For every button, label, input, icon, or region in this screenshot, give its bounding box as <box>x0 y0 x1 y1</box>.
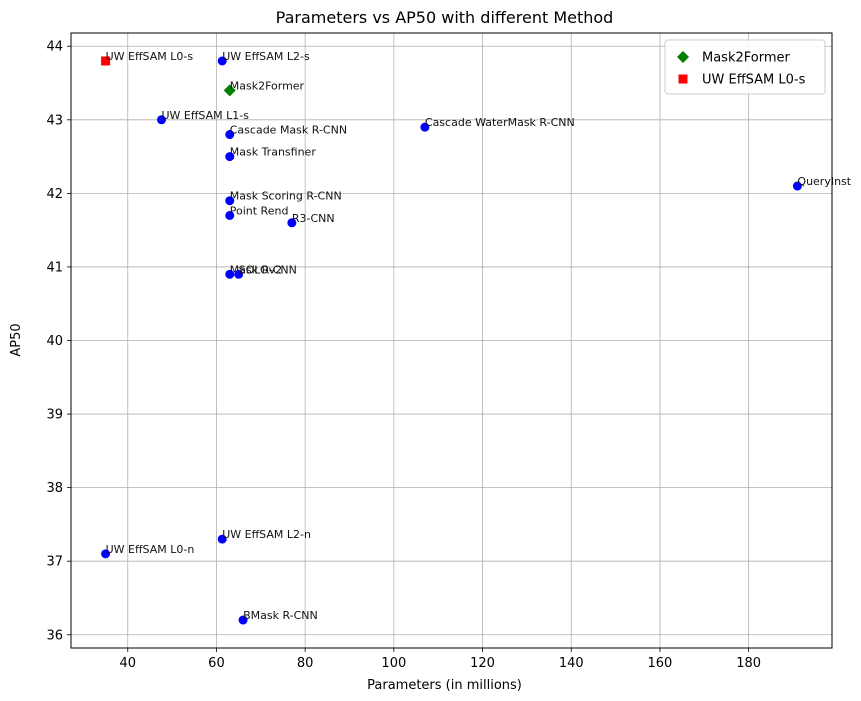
x-tick-label: 80 <box>297 656 314 671</box>
grid-lines <box>71 33 832 648</box>
data-point <box>217 534 227 544</box>
data-point-label: UW EffSAM L2-s <box>222 50 310 63</box>
data-point <box>225 130 235 140</box>
data-point <box>217 56 227 66</box>
data-point-label: Cascade Mask R-CNN <box>230 124 347 137</box>
x-axis-label: Parameters (in millions) <box>367 678 522 693</box>
data-point <box>225 152 235 162</box>
data-point-label: UW EffSAM L0-s <box>106 50 194 63</box>
data-point-label: Mask R-CNN <box>230 263 297 276</box>
legend: Mask2Former UW EffSAM L0-s <box>664 39 826 95</box>
x-tick-label: 180 <box>736 656 761 671</box>
data-point-label: UW EffSAM L0-n <box>106 543 195 556</box>
legend-box <box>664 39 826 95</box>
legend-label: UW EffSAM L0-s <box>702 73 806 88</box>
data-point <box>101 56 111 66</box>
legend-label: Mask2Former <box>702 51 791 66</box>
data-point-label: BMask R-CNN <box>243 609 318 622</box>
axis-ticks: 40 60 80 100 120 140 160 180 36 37 38 39 40 41 42 43 44 <box>46 40 761 671</box>
data-point-label: UW EffSAM L1-s <box>161 109 249 122</box>
data-point <box>234 269 244 279</box>
y-tick-label: 39 <box>46 408 63 423</box>
y-tick-label: 38 <box>46 481 63 496</box>
chart-title: Parameters vs AP50 with different Method <box>276 8 614 27</box>
x-tick-label: 40 <box>119 656 136 671</box>
plot-area-frame <box>70 32 833 649</box>
data-point <box>101 549 111 559</box>
data-point-label: QueryInst <box>797 175 851 188</box>
data-point-label: Point Rend <box>230 204 289 217</box>
data-point <box>420 122 430 132</box>
data-point <box>223 84 236 97</box>
y-tick-label: 42 <box>46 187 63 202</box>
data-point-label: SOLOv2 <box>239 263 283 276</box>
data-point-label: R3-CNN <box>292 212 335 225</box>
data-point <box>156 115 166 125</box>
x-tick-label: 140 <box>559 656 584 671</box>
data-point-label: Mask Transfiner <box>230 146 317 159</box>
y-tick-label: 41 <box>46 260 63 275</box>
x-tick-label: 160 <box>648 656 673 671</box>
x-tick-label: 100 <box>381 656 406 671</box>
y-axis-label: AP50 <box>9 323 24 356</box>
data-point <box>225 196 235 206</box>
data-point-label: Mask Scoring R-CNN <box>230 190 342 203</box>
y-tick-label: 37 <box>46 555 63 570</box>
data-point-label: Mask2Former <box>230 79 305 92</box>
data-point <box>287 218 297 228</box>
legend-marker <box>678 74 688 84</box>
data-point-label: UW EffSAM L2-n <box>222 528 311 541</box>
data-points <box>101 56 802 625</box>
data-point-labels: UW EffSAM L0-s UW EffSAM L2-s Mask2Former U… <box>106 50 852 622</box>
data-point <box>238 615 248 625</box>
data-point <box>225 269 235 279</box>
data-point <box>225 210 235 220</box>
legend-marker <box>677 51 689 63</box>
x-tick-label: 120 <box>470 656 495 671</box>
y-tick-label: 40 <box>46 334 63 349</box>
data-point <box>792 181 802 191</box>
y-tick-label: 36 <box>46 628 63 643</box>
x-tick-label: 60 <box>208 656 225 671</box>
y-tick-label: 43 <box>46 113 63 128</box>
data-point-label: Cascade WaterMask R-CNN <box>425 116 575 129</box>
y-tick-label: 44 <box>46 40 63 55</box>
